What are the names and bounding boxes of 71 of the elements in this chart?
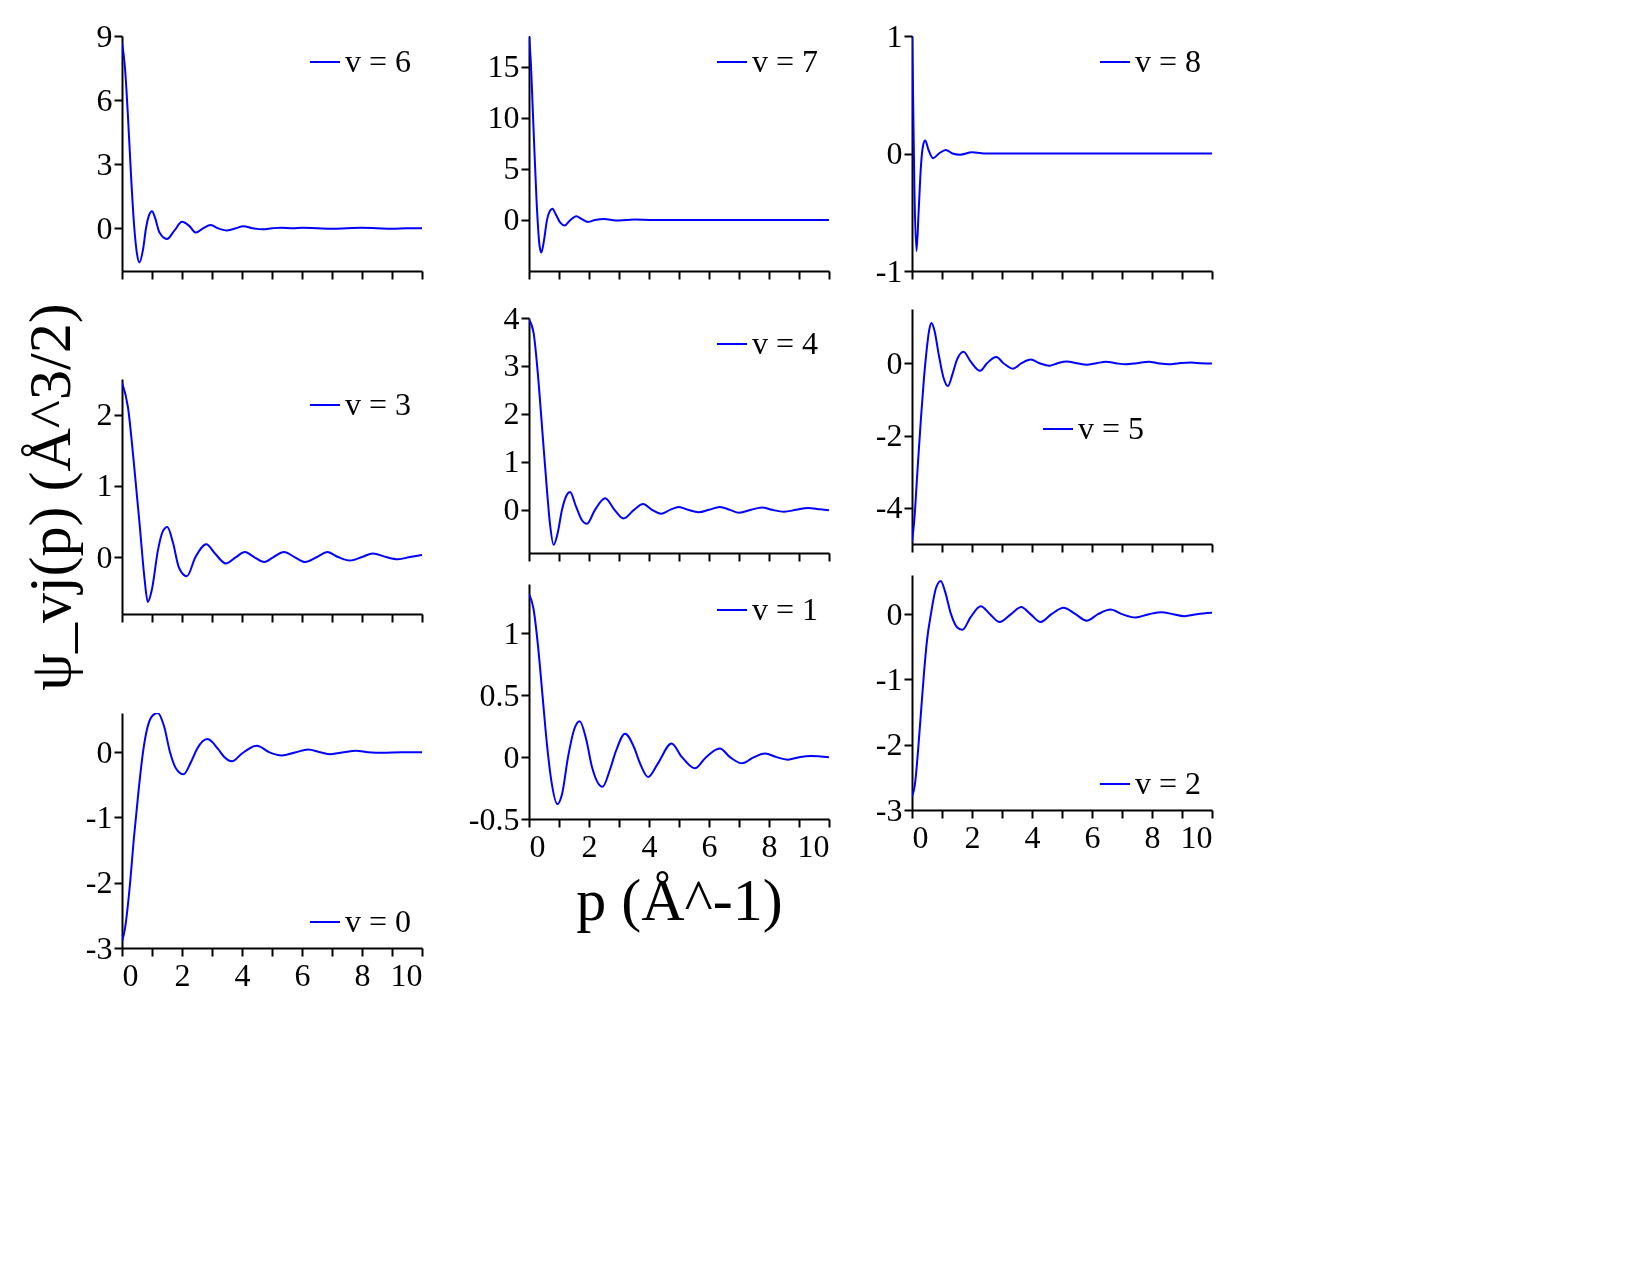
line-series xyxy=(122,713,422,943)
y-tick-label: 0 xyxy=(503,738,520,775)
y-tick-label: -1 xyxy=(875,252,903,289)
y-tick-label: 0 xyxy=(96,209,113,246)
x-tick-label: 10 xyxy=(390,956,423,993)
y-tick-label: 10 xyxy=(487,99,520,136)
line-series xyxy=(529,36,829,254)
x-tick-label: 8 xyxy=(1144,818,1161,855)
legend-label: v = 6 xyxy=(345,43,412,79)
legend-label: v = 5 xyxy=(1078,410,1145,446)
line-series xyxy=(529,318,829,546)
x-tick-label: 0 xyxy=(912,818,929,855)
line-series xyxy=(122,41,422,264)
y-tick-label: 3 xyxy=(96,145,113,182)
y-tick-label: -2 xyxy=(85,864,113,901)
legend-label: v = 1 xyxy=(752,591,819,627)
x-tick-label: 8 xyxy=(761,827,778,864)
y-tick-label: -4 xyxy=(875,489,903,526)
y-tick-label: -3 xyxy=(875,791,903,828)
y-tick-label: 2 xyxy=(503,395,520,432)
y-tick-label: -2 xyxy=(875,726,903,763)
line-series xyxy=(912,36,1212,253)
line-series xyxy=(912,579,1212,798)
legend-label: v = 4 xyxy=(752,325,819,361)
y-tick-label: -1 xyxy=(85,798,113,835)
y-tick-label: 0 xyxy=(886,344,903,381)
legend-label: v = 3 xyxy=(345,386,412,422)
x-tick-label: 4 xyxy=(234,956,251,993)
y-tick-label: 3 xyxy=(503,347,520,384)
x-tick-label: 2 xyxy=(964,818,981,855)
x-tick-label: 2 xyxy=(174,956,191,993)
y-tick-label: 2 xyxy=(96,396,113,433)
x-tick-label: 6 xyxy=(701,827,718,864)
y-tick-label: 1 xyxy=(503,443,520,480)
legend-label: v = 7 xyxy=(752,43,819,79)
x-tick-label: 6 xyxy=(294,956,311,993)
y-tick-label: 0 xyxy=(96,733,113,770)
legend-label: v = 2 xyxy=(1135,765,1202,801)
y-axis-title: ψ_vj(p) (Å^3/2) xyxy=(16,303,83,691)
y-tick-label: 0 xyxy=(886,595,903,632)
x-tick-label: 2 xyxy=(581,827,598,864)
y-tick-label: 0 xyxy=(886,135,903,171)
line-series xyxy=(122,381,422,603)
legend-label: v = 8 xyxy=(1135,43,1202,79)
x-tick-label: 4 xyxy=(1024,818,1041,855)
line-series xyxy=(529,592,829,806)
x-tick-label: 10 xyxy=(797,827,830,864)
y-tick-label: 4 xyxy=(503,299,520,336)
y-tick-label: 0.5 xyxy=(479,676,520,713)
y-tick-label: 1 xyxy=(886,17,903,54)
y-tick-label: -0.5 xyxy=(468,800,520,837)
y-tick-label: 1 xyxy=(96,467,113,504)
y-tick-label: 15 xyxy=(487,48,520,85)
y-tick-label: 1 xyxy=(503,614,520,651)
x-tick-label: 10 xyxy=(1180,818,1213,855)
y-tick-label: 5 xyxy=(503,150,520,187)
x-tick-label: 0 xyxy=(529,827,546,864)
y-tick-label: 0 xyxy=(503,201,520,238)
legend-label: v = 0 xyxy=(345,903,412,939)
y-tick-label: -3 xyxy=(85,929,113,966)
x-tick-label: 6 xyxy=(1084,818,1101,855)
x-tick-label: 4 xyxy=(641,827,658,864)
y-tick-label: -2 xyxy=(875,417,903,454)
x-tick-label: 8 xyxy=(354,956,371,993)
y-tick-label: 6 xyxy=(96,81,113,118)
x-axis-title: p (Å^-1) xyxy=(576,866,783,933)
y-tick-label: 0 xyxy=(96,538,113,575)
x-tick-label: 0 xyxy=(122,956,139,993)
y-tick-label: -1 xyxy=(875,660,903,697)
y-tick-label: 0 xyxy=(503,491,520,528)
y-tick-label: 9 xyxy=(96,17,113,54)
